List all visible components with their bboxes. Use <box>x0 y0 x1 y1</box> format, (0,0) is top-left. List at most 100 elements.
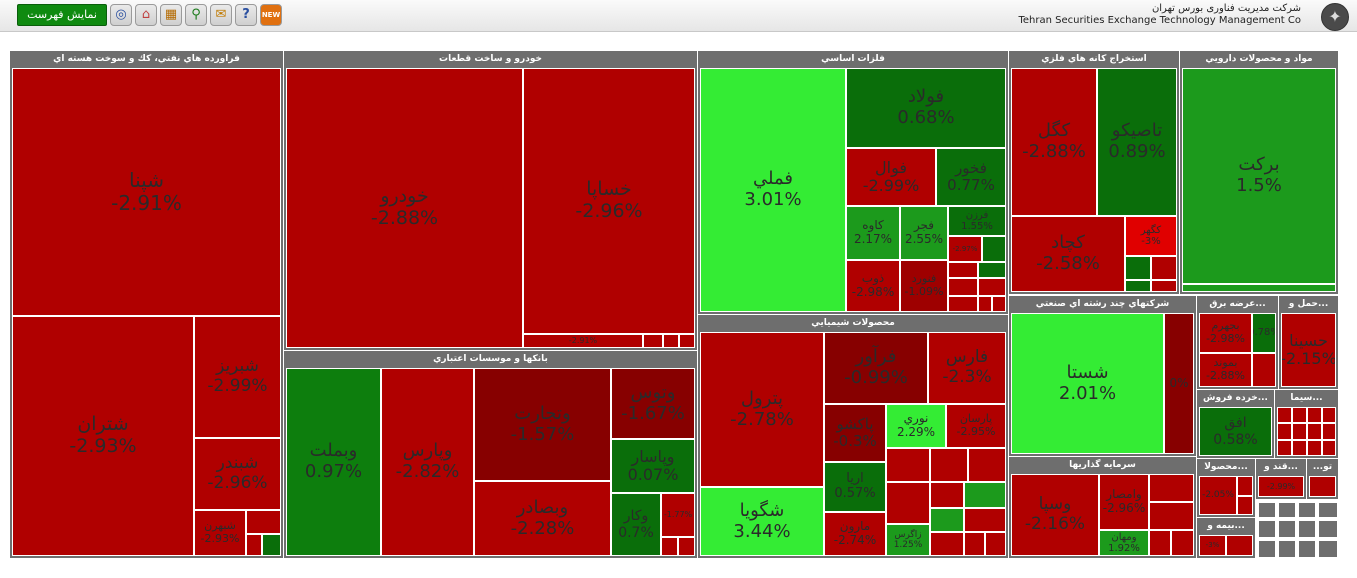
stock-tile[interactable] <box>992 296 1006 312</box>
sector-insurance[interactable]: بيمه و... -3% <box>1197 518 1255 558</box>
stock-tile[interactable]: شبهرن -2.93% <box>194 510 246 556</box>
stock-tile[interactable]: وبملت 0.97% <box>286 368 381 556</box>
stock-tile[interactable] <box>1277 407 1292 423</box>
stock-tile[interactable]: مارون -2.74% <box>824 512 886 556</box>
sector-automotive[interactable]: خودرو و ساخت قطعات خودرو -2.88% خساپا -2.9… <box>284 51 697 350</box>
stock-tile[interactable] <box>1149 474 1194 502</box>
stock-tile[interactable]: -2.91% <box>523 334 643 348</box>
stock-tile[interactable] <box>1237 496 1253 515</box>
stock-tile[interactable]: افق 0.58% <box>1199 407 1272 456</box>
sector-electricity[interactable]: عرضه برق... بجهرم-2.98% 0.78% بموند-2.88… <box>1197 296 1278 389</box>
stock-tile[interactable] <box>948 262 978 278</box>
stock-tile[interactable]: -3% <box>1199 535 1226 556</box>
stock-tile[interactable] <box>1151 256 1177 280</box>
sector-tile-small[interactable] <box>1258 502 1276 518</box>
stock-tile[interactable]: بجهرم -2.98% <box>1199 313 1252 353</box>
stock-tile[interactable] <box>1226 535 1253 556</box>
stock-tile[interactable]: وبصادر -2.28% <box>474 481 611 556</box>
stock-tile[interactable]: -1.77% <box>661 493 695 537</box>
sector-cement[interactable]: سيما... <box>1275 390 1338 458</box>
stock-tile[interactable] <box>678 537 695 556</box>
stock-tile[interactable]: بموند -2.88% <box>1199 353 1252 387</box>
stock-tile[interactable] <box>1292 440 1307 456</box>
sector-pharmaceuticals[interactable]: مواد و محصولات دارويي بركت 1.5% <box>1180 51 1338 294</box>
stock-tile[interactable] <box>964 508 1006 532</box>
stock-tile[interactable] <box>1277 440 1292 456</box>
stock-tile[interactable] <box>886 448 930 482</box>
sector-oil-products[interactable]: فراورده هاي نفتي، كك و سوخت هسته اي شپنا… <box>10 51 283 558</box>
stock-tile[interactable] <box>1149 502 1194 530</box>
stock-tile[interactable] <box>948 278 978 296</box>
sector-tile-small[interactable] <box>1298 520 1316 538</box>
stock-tile[interactable]: كگهر -3% <box>1125 216 1177 256</box>
stock-tile[interactable] <box>1125 280 1151 292</box>
stock-tile[interactable]: بركت 1.5% <box>1182 68 1336 284</box>
exchange-logo-icon[interactable]: ✦ <box>1321 3 1349 31</box>
stock-tile[interactable]: كچاد -2.58% <box>1011 216 1125 292</box>
stock-tile[interactable] <box>1292 407 1307 423</box>
sector-misc[interactable]: ...تو <box>1307 459 1338 499</box>
stock-tile[interactable]: اريا 0.57% <box>824 462 886 512</box>
sector-tile-small[interactable] <box>1298 502 1316 518</box>
stock-tile[interactable] <box>246 534 262 556</box>
stock-tile[interactable]: 0% <box>1164 313 1194 454</box>
new-icon[interactable]: NEW <box>260 4 282 26</box>
table-icon[interactable]: ▦ <box>160 4 182 26</box>
stock-tile[interactable] <box>1307 407 1322 423</box>
stock-tile[interactable] <box>1322 407 1336 423</box>
stock-tile[interactable]: -2.97% <box>948 236 982 262</box>
stock-tile[interactable]: كاوه 2.17% <box>846 206 900 260</box>
chat-icon[interactable]: ✉ <box>210 4 232 26</box>
stock-tile[interactable] <box>930 448 968 482</box>
sector-metal-ore-mining[interactable]: استخراج كانه هاي فلزي كگل -2.88% تاصيكو 0.… <box>1009 51 1179 294</box>
stock-tile[interactable]: زاگرس 1.25% <box>886 524 930 556</box>
stock-tile[interactable] <box>1322 423 1336 440</box>
stock-tile[interactable] <box>930 508 964 532</box>
stock-tile[interactable]: پارسان -2.95% <box>946 404 1006 448</box>
stock-tile[interactable]: شستا 2.01% <box>1011 313 1164 454</box>
stock-tile[interactable] <box>246 510 281 534</box>
stock-tile[interactable] <box>1277 423 1292 440</box>
sector-retail[interactable]: خرده فروش... افق 0.58% <box>1197 390 1274 458</box>
stock-tile[interactable] <box>1171 530 1194 556</box>
stock-tile[interactable] <box>1292 423 1307 440</box>
stock-tile[interactable] <box>978 296 992 312</box>
stock-tile[interactable]: نوري 2.29% <box>886 404 946 448</box>
stock-tile[interactable]: فملي 3.01% <box>700 68 846 312</box>
show-list-button[interactable]: نمایش فهرست <box>17 4 107 26</box>
stock-tile[interactable]: وتوس -1.67% <box>611 368 695 439</box>
stock-tile[interactable] <box>930 532 964 556</box>
stock-tile[interactable]: خودرو -2.88% <box>286 68 523 348</box>
stock-tile[interactable] <box>982 236 1006 262</box>
sector-tile-small[interactable] <box>1258 520 1276 538</box>
sector-sugar[interactable]: قند و... -2.99% <box>1256 459 1306 499</box>
stock-tile[interactable]: -2.05% <box>1199 476 1237 515</box>
stock-tile[interactable]: فولاد 0.68% <box>846 68 1006 148</box>
stock-tile[interactable]: شپنا -2.91% <box>12 68 281 316</box>
stock-tile[interactable]: وامصار -2.96% <box>1099 474 1149 530</box>
stock-tile[interactable]: وپارس -2.82% <box>381 368 474 556</box>
stock-tile[interactable] <box>886 482 930 524</box>
world-icon[interactable]: ◎ <box>110 4 132 26</box>
stock-tile[interactable]: وسپا -2.16% <box>1011 474 1099 556</box>
stock-tile[interactable]: شگويا 3.44% <box>700 487 824 556</box>
stock-tile[interactable]: شتران -2.93% <box>12 316 194 556</box>
sector-tile-small[interactable] <box>1318 502 1338 518</box>
sector-diversified-industrial[interactable]: شركتهاي چند رشته اي صنعتي شستا 2.01% 0% <box>1009 296 1196 456</box>
stock-tile[interactable]: -2.99% <box>1258 476 1304 497</box>
stock-tile[interactable] <box>978 278 1006 296</box>
stock-tile[interactable] <box>1125 256 1151 280</box>
search-icon[interactable]: ⚲ <box>185 4 207 26</box>
stock-tile[interactable] <box>262 534 281 556</box>
sector-tile-small[interactable] <box>1258 540 1276 558</box>
stock-tile[interactable]: ومهان 1.92% <box>1099 530 1149 556</box>
stock-tile[interactable] <box>930 482 964 508</box>
sector-tile-small[interactable] <box>1298 540 1316 558</box>
sector-tile-small[interactable] <box>1318 540 1338 558</box>
stock-tile[interactable] <box>663 334 679 348</box>
stock-tile[interactable] <box>1307 423 1322 440</box>
stock-tile[interactable]: فارس -2.3% <box>928 332 1006 404</box>
stock-tile[interactable]: كگل -2.88% <box>1011 68 1097 216</box>
help-icon[interactable]: ? <box>235 4 257 26</box>
stock-tile[interactable]: شبندر -2.96% <box>194 438 281 510</box>
